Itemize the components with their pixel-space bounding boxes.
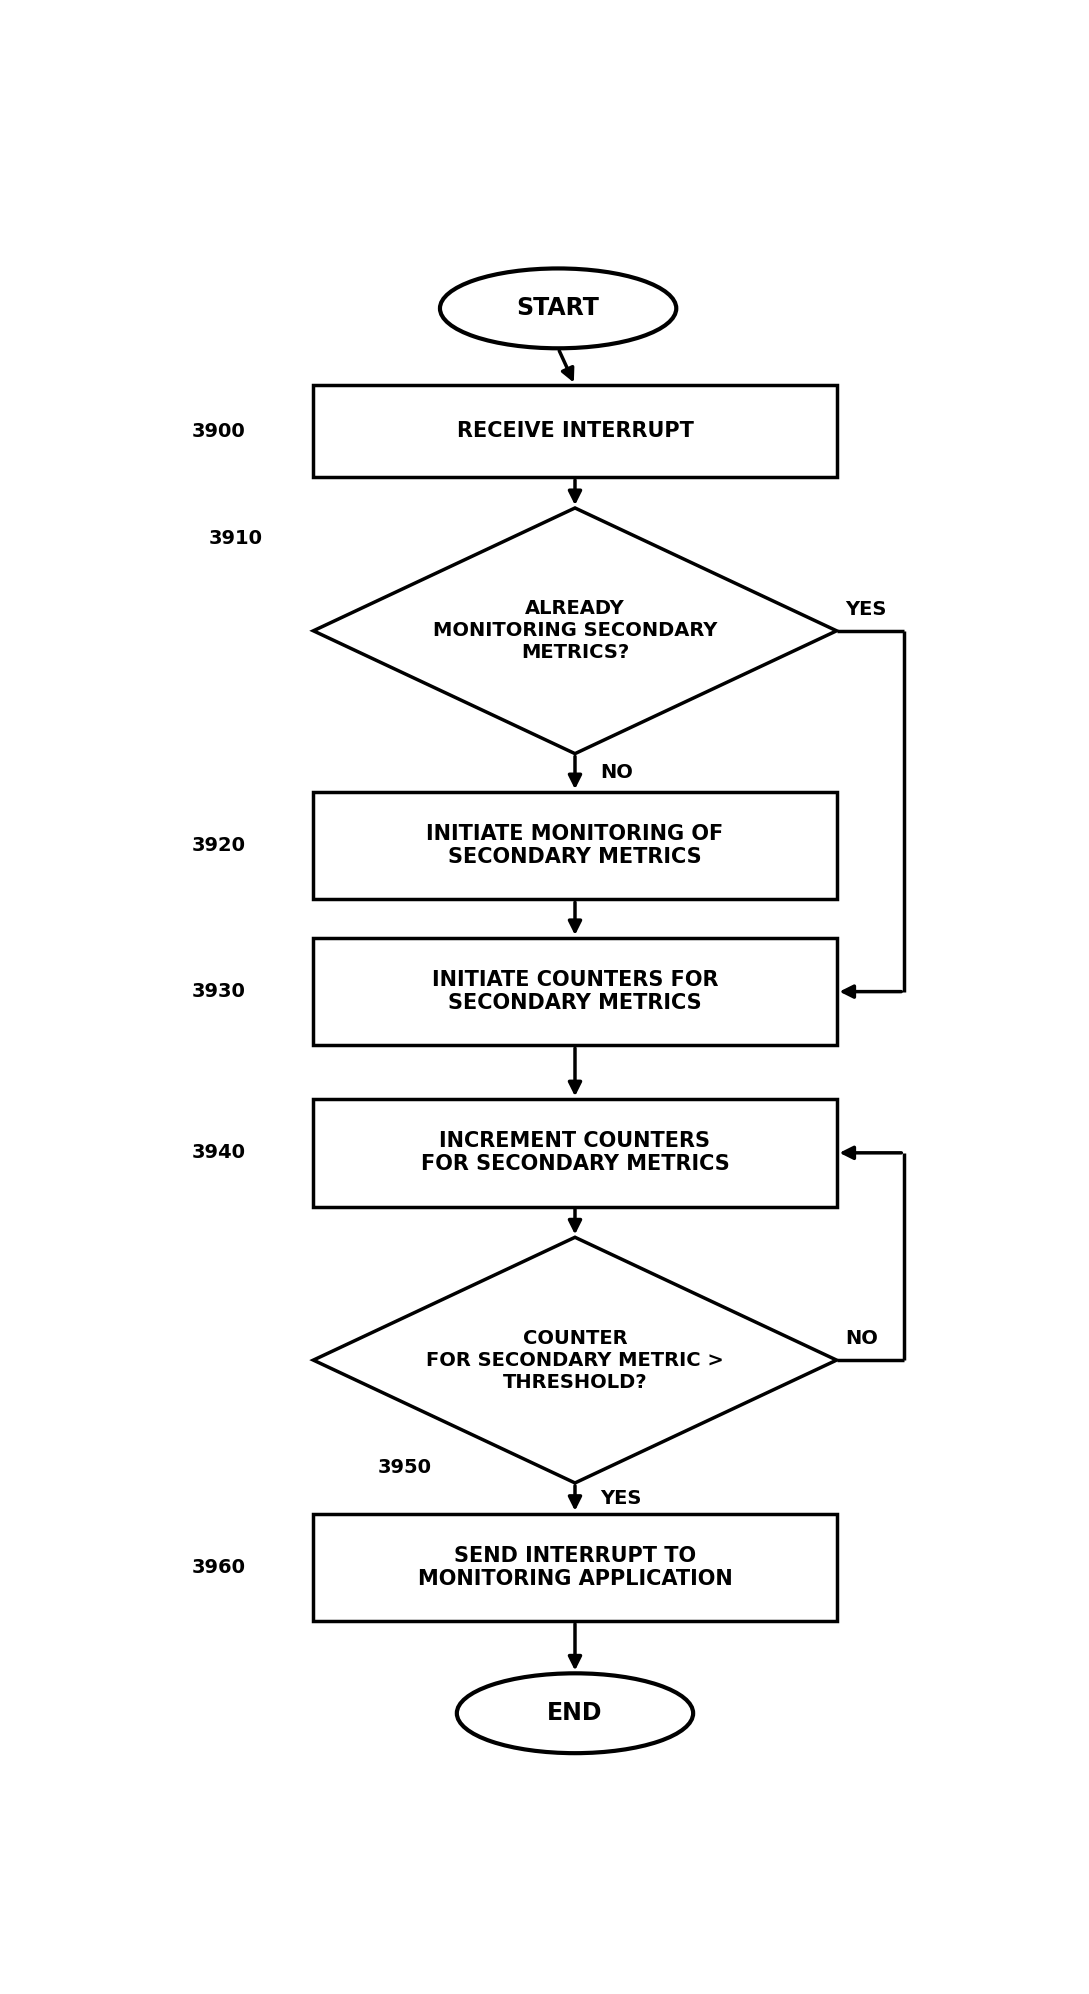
Ellipse shape <box>440 269 676 349</box>
Text: 3910: 3910 <box>209 528 262 548</box>
Text: NO: NO <box>600 764 633 782</box>
Text: 3940: 3940 <box>192 1143 246 1163</box>
Bar <box>314 792 836 899</box>
Text: RECEIVE INTERRUPT: RECEIVE INTERRUPT <box>456 421 694 441</box>
Polygon shape <box>314 1236 836 1484</box>
Text: COUNTER
FOR SECONDARY METRIC >
THRESHOLD?: COUNTER FOR SECONDARY METRIC > THRESHOLD… <box>426 1328 724 1392</box>
Ellipse shape <box>456 1673 694 1753</box>
Bar <box>314 385 836 477</box>
Bar <box>314 1099 836 1206</box>
Text: YES: YES <box>845 600 886 618</box>
Bar <box>314 937 836 1045</box>
Text: INITIATE COUNTERS FOR
SECONDARY METRICS: INITIATE COUNTERS FOR SECONDARY METRICS <box>431 969 719 1013</box>
Text: 3900: 3900 <box>192 421 246 441</box>
Text: INITIATE MONITORING OF
SECONDARY METRICS: INITIATE MONITORING OF SECONDARY METRICS <box>427 824 723 867</box>
Text: SEND INTERRUPT TO
MONITORING APPLICATION: SEND INTERRUPT TO MONITORING APPLICATION <box>417 1545 733 1589</box>
Text: ALREADY
MONITORING SECONDARY
METRICS?: ALREADY MONITORING SECONDARY METRICS? <box>432 600 718 662</box>
Text: 3930: 3930 <box>192 983 246 1001</box>
Text: YES: YES <box>600 1490 641 1507</box>
Text: END: END <box>548 1701 602 1725</box>
Text: INCREMENT COUNTERS
FOR SECONDARY METRICS: INCREMENT COUNTERS FOR SECONDARY METRICS <box>420 1131 730 1174</box>
Text: START: START <box>516 297 600 321</box>
Text: 3960: 3960 <box>192 1557 246 1577</box>
Text: 3950: 3950 <box>378 1458 431 1478</box>
Polygon shape <box>314 508 836 754</box>
Bar <box>314 1513 836 1621</box>
Text: NO: NO <box>845 1328 878 1348</box>
Text: 3920: 3920 <box>192 835 246 855</box>
